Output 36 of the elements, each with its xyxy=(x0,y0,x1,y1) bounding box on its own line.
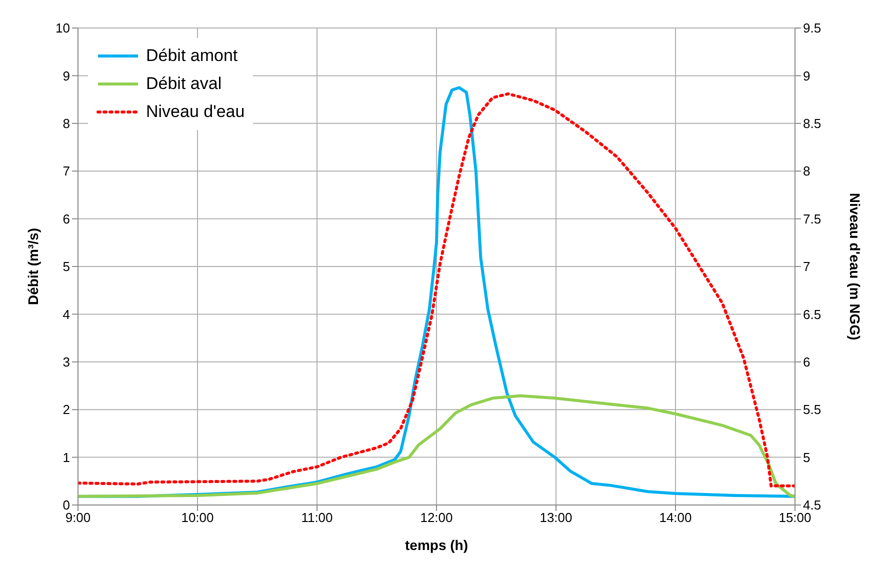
x-tick-label: 15:00 xyxy=(778,510,812,526)
x-tick-label: 12:00 xyxy=(420,510,453,526)
y2-tick-label: 7.5 xyxy=(803,211,822,226)
y2-tick-label: 4.5 xyxy=(803,498,822,513)
x-tick-label: 9:00 xyxy=(65,510,91,526)
x-tick-label: 11:00 xyxy=(301,510,333,526)
line-series xyxy=(78,394,795,498)
y2-tick-label: 8.5 xyxy=(803,116,822,132)
y-tick-label: 0 xyxy=(62,498,70,513)
y2-tick-label: 5 xyxy=(803,450,810,465)
y2-tick-label: 8 xyxy=(803,164,810,179)
x-tick-label: 14:00 xyxy=(659,510,692,526)
y2-tick-label: 7 xyxy=(803,259,810,274)
y2-tick-label: 9 xyxy=(803,68,810,84)
y-tick-label: 6 xyxy=(62,211,70,226)
y-tick-label: 4 xyxy=(62,306,70,322)
x-axis-title: temps (h) xyxy=(405,537,468,553)
y2-axis-title: Niveau d'eau (m NGG) xyxy=(847,192,864,340)
y-tick-label: 3 xyxy=(62,354,70,370)
y-tick-label: 2 xyxy=(62,402,70,418)
x-tick-label: 13:00 xyxy=(540,510,572,526)
y2-tick-label: 5.5 xyxy=(803,402,822,418)
y2-tick-label: 9.5 xyxy=(803,20,822,36)
legend-label: Débit amont xyxy=(146,46,238,66)
y-tick-label: 5 xyxy=(62,259,70,274)
y2-tick-label: 6 xyxy=(803,354,810,370)
y-tick-label: 1 xyxy=(62,450,70,465)
legend-label: Niveau d'eau xyxy=(146,102,245,122)
y-tick-label: 7 xyxy=(62,164,70,179)
legend-label: Débit aval xyxy=(146,74,222,94)
x-tick-label: 10:00 xyxy=(181,510,214,526)
y-tick-label: 9 xyxy=(62,68,70,84)
y2-tick-label: 6.5 xyxy=(803,306,822,322)
y-axis-title: Débit (m³/s) xyxy=(24,228,41,305)
y-tick-label: 8 xyxy=(62,116,70,132)
y-tick-label: 10 xyxy=(56,20,70,36)
